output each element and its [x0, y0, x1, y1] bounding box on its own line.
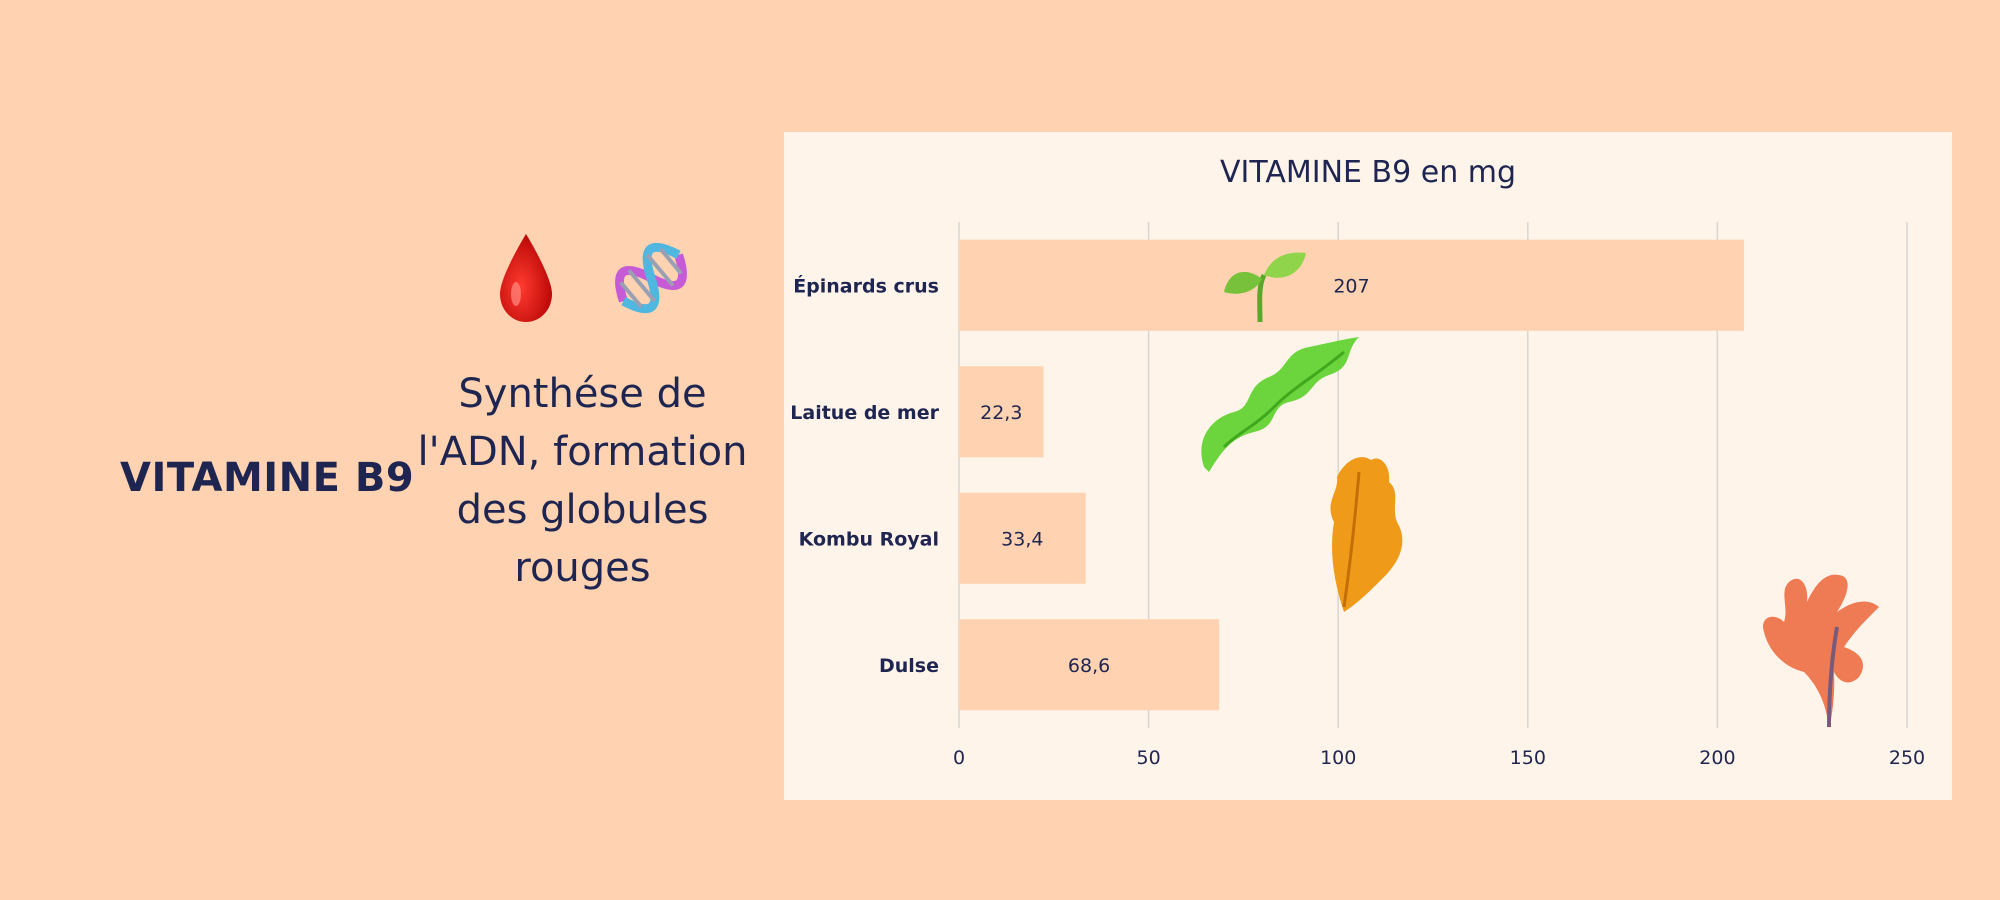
decorations [1201, 252, 1879, 729]
category-label: Dulse [879, 655, 939, 677]
x-tick-label: 50 [1137, 747, 1161, 769]
category-labels: Épinards crus Laitue de mer Kombu Royal Dul… [790, 274, 939, 677]
x-tick-label: 100 [1320, 747, 1356, 769]
value-label: 68,6 [1068, 655, 1110, 677]
vitamin-description: Synthése de l'ADN, formation des globule… [417, 371, 748, 591]
bar [959, 619, 1220, 711]
x-tick-label: 200 [1699, 747, 1735, 769]
x-tick-label: 0 [953, 747, 965, 769]
vitamin-title: VITAMINE B9 [120, 455, 415, 501]
sea-lettuce-icon [1201, 337, 1359, 472]
value-label: 33,4 [1001, 528, 1043, 550]
value-label: 22,3 [980, 402, 1022, 424]
chart-card: VITAMINE B9 en mg Épinards crus Laitue de… [784, 132, 1952, 800]
blood-drop-icon [500, 234, 552, 322]
bar [959, 366, 1044, 458]
sprout-icon [1224, 252, 1306, 323]
chart-title: VITAMINE B9 en mg [1220, 155, 1516, 190]
kombu-icon [1330, 457, 1403, 612]
bar [959, 239, 1744, 331]
bar-chart: VITAMINE B9 en mg Épinards crus Laitue de… [790, 155, 1925, 769]
dulse-icon [1763, 574, 1879, 729]
x-tick-label: 150 [1510, 747, 1546, 769]
bar [959, 492, 1086, 584]
dna-icon [615, 242, 687, 314]
x-tick-label: 250 [1889, 747, 1925, 769]
value-label: 207 [1333, 275, 1369, 297]
category-label: Laitue de mer [790, 402, 939, 424]
x-tick-labels: 0 50 100 150 200 250 [953, 747, 1925, 769]
category-label: Épinards crus [793, 274, 939, 297]
category-label: Kombu Royal [799, 528, 939, 550]
value-labels: 207 22,3 33,4 68,6 [980, 275, 1369, 677]
bars [959, 239, 1744, 711]
